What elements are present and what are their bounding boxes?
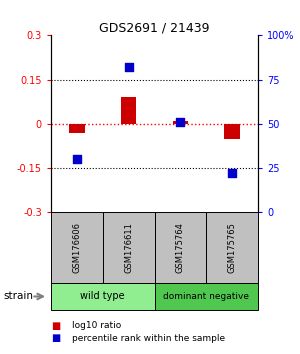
Text: ■: ■	[51, 333, 60, 343]
Text: GSM176606: GSM176606	[72, 222, 81, 273]
Bar	[172, 121, 188, 124]
Point	[178, 119, 183, 125]
Text: GSM176611: GSM176611	[124, 222, 133, 273]
Text: wild type: wild type	[80, 291, 125, 302]
Text: ■: ■	[51, 321, 60, 331]
Point	[126, 64, 131, 70]
Point	[230, 171, 235, 176]
Text: percentile rank within the sample: percentile rank within the sample	[72, 333, 225, 343]
Bar	[121, 97, 136, 124]
Bar	[224, 124, 240, 139]
Text: strain: strain	[3, 291, 33, 302]
Point	[74, 156, 79, 162]
Text: GSM175764: GSM175764	[176, 222, 185, 273]
Text: dominant negative: dominant negative	[163, 292, 249, 301]
Title: GDS2691 / 21439: GDS2691 / 21439	[99, 21, 210, 34]
Bar	[69, 124, 85, 133]
Text: log10 ratio: log10 ratio	[72, 321, 121, 330]
Text: GSM175765: GSM175765	[228, 222, 237, 273]
